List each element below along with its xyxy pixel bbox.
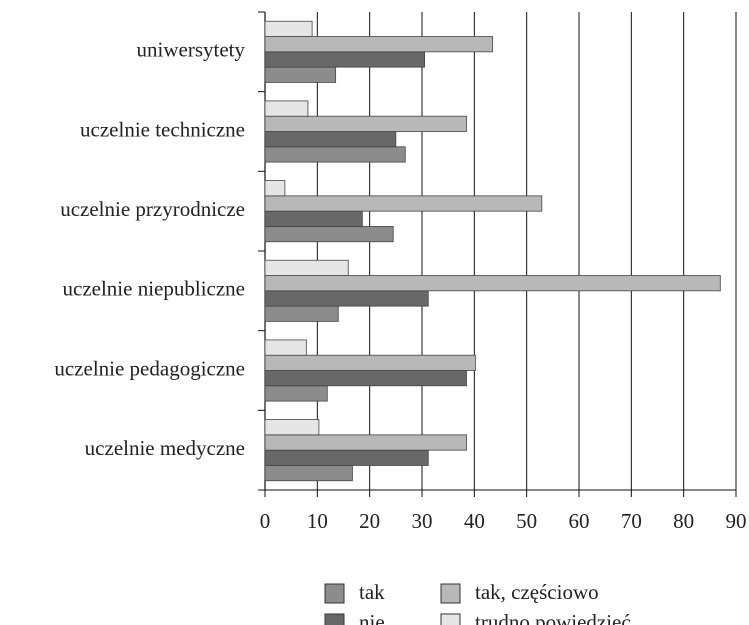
x-tick-label: 40 — [464, 509, 485, 533]
bar — [264, 434, 467, 451]
y-tick-label: uniwersytety — [137, 38, 246, 62]
y-tick-label: uczelnie przyrodnicze — [60, 197, 245, 221]
bar — [264, 465, 353, 482]
legend-label: tak, częściowo — [475, 580, 599, 604]
bar — [264, 259, 349, 276]
bar — [264, 100, 309, 117]
bar — [264, 146, 406, 163]
y-tick-label: uczelnie techniczne — [80, 117, 245, 141]
bar — [264, 370, 467, 387]
x-tick-label: 30 — [412, 509, 433, 533]
x-tick-label: 0 — [260, 509, 271, 533]
bar — [264, 195, 543, 212]
legend-swatch — [324, 583, 345, 604]
y-tick-label: uczelnie niepubliczne — [63, 277, 246, 301]
y-tick-label: uczelnie medyczne — [85, 436, 245, 460]
bar — [264, 339, 307, 356]
y-tick-label: uczelnie pedagogiczne — [54, 356, 245, 380]
legend-swatch — [324, 613, 345, 625]
bar — [264, 354, 476, 371]
bar — [264, 20, 313, 37]
x-tick-label: 10 — [307, 509, 328, 533]
x-tick-label: 50 — [516, 509, 537, 533]
bar — [264, 449, 429, 466]
bar — [264, 290, 429, 307]
legend-swatch — [440, 583, 461, 604]
x-tick-label: 70 — [621, 509, 642, 533]
bar — [264, 275, 721, 292]
bar — [264, 180, 286, 197]
x-tick-label: 60 — [569, 509, 590, 533]
bar — [264, 419, 320, 436]
legend-label: nie — [359, 610, 385, 625]
bar — [264, 131, 397, 148]
bar — [264, 66, 337, 83]
bar — [264, 115, 467, 132]
x-tick-label: 20 — [359, 509, 380, 533]
legend-label: tak — [359, 580, 385, 604]
x-tick-label: 90 — [726, 509, 747, 533]
legend-label: trudno powiedzieć — [475, 610, 631, 625]
bar — [264, 51, 426, 68]
bar — [264, 305, 339, 322]
x-tick-label: 80 — [673, 509, 694, 533]
bar — [264, 226, 394, 243]
legend-swatch — [440, 613, 461, 625]
bar — [264, 36, 494, 53]
bar — [264, 385, 328, 402]
bar — [264, 210, 363, 227]
